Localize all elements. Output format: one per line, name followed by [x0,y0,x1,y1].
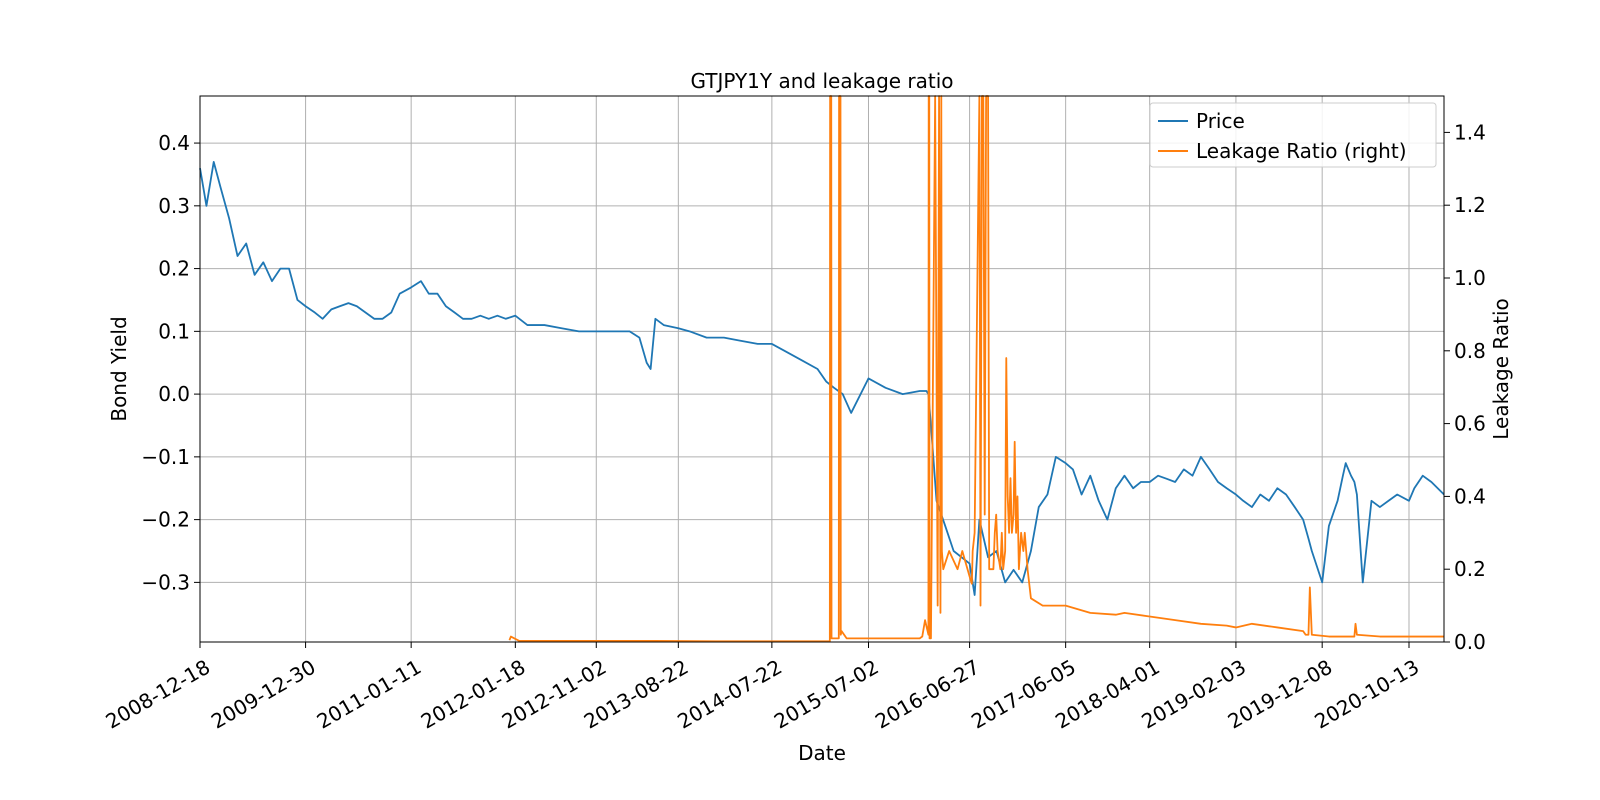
series-line-price [199,161,1445,596]
y-tick-label: 0.0 [158,382,190,406]
y2-tick-label: 1.4 [1454,120,1486,144]
legend-label-price: Price [1196,109,1245,133]
plot-frame [199,95,1445,643]
y2-axis-label: Leakage Ratio [1489,298,1513,440]
y-tick-label: −0.3 [141,570,190,594]
y-tick-label: −0.2 [141,508,190,532]
series-line-leakage-ratio [508,95,1444,643]
y-axis-right: 1.4 1.2 1.0 0.8 0.6 0.4 0.2 0.0 [1444,120,1486,654]
y2-tick-label: 0.4 [1454,484,1486,508]
y-axis-left: 0.4 0.3 0.2 0.1 0.0 −0.1 −0.2 −0.3 [141,131,200,594]
y-tick-label: 0.3 [158,194,190,218]
y2-tick-label: 1.0 [1454,266,1486,290]
chart-title: GTJPY1Y and leakage ratio [690,69,953,93]
legend: Price Leakage Ratio (right) [1149,102,1437,168]
y-tick-label: 0.1 [158,319,190,343]
y-tick-label: −0.1 [141,445,190,469]
x-axis-label: Date [798,741,846,765]
grid-lines [199,96,1444,642]
y2-tick-label: 0.8 [1454,339,1486,363]
y-tick-label: 0.4 [158,131,190,155]
y2-tick-label: 0.2 [1454,557,1486,581]
y-axis-label: Bond Yield [107,316,131,421]
y2-tick-label: 0.0 [1454,630,1486,654]
y2-tick-label: 1.2 [1454,193,1486,217]
y2-tick-label: 0.6 [1454,412,1486,436]
legend-label-leakage-ratio: Leakage Ratio (right) [1196,139,1407,163]
y-tick-label: 0.2 [158,257,190,281]
series-layer [199,95,1445,643]
legend-box [1149,102,1437,168]
